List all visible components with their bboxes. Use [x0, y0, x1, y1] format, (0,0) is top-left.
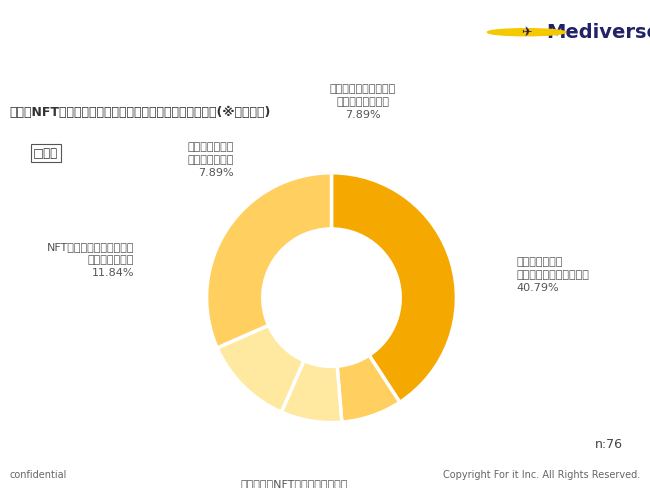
- Text: オリジナルNFTを作成するための
イラストや画力
31.58%: オリジナルNFTを作成するための イラストや画力 31.58%: [240, 479, 348, 488]
- Text: confidential: confidential: [10, 469, 67, 480]
- Text: NFT(非代替性トークン)に関するアンケート: NFT(非代替性トークン)に関するアンケート: [8, 67, 304, 87]
- Wedge shape: [332, 173, 456, 402]
- Text: 販売するまでに必要な
費用・資金の確保
7.89%: 販売するまでに必要な 費用・資金の確保 7.89%: [330, 84, 396, 120]
- Text: n:76: n:76: [595, 438, 623, 451]
- Text: アートに対する
センスや理解力
7.89%: アートに対する センスや理解力 7.89%: [188, 142, 234, 179]
- Text: □全体: □全体: [33, 147, 58, 160]
- Wedge shape: [281, 361, 342, 423]
- Wedge shape: [337, 355, 400, 422]
- Text: Mediverse: Mediverse: [546, 23, 650, 41]
- Circle shape: [488, 29, 566, 36]
- Wedge shape: [217, 325, 304, 412]
- Text: 販売するための
戦略やマーケティング力
40.79%: 販売するための 戦略やマーケティング力 40.79%: [516, 257, 590, 293]
- Text: NFTやブロックチェーンに
関する深い理解
11.84%: NFTやブロックチェーンに 関する深い理解 11.84%: [47, 242, 134, 278]
- Wedge shape: [207, 173, 332, 348]
- Text: Copyright For it Inc. All Rights Reserved.: Copyright For it Inc. All Rights Reserve…: [443, 469, 640, 480]
- Text: ✈: ✈: [521, 26, 532, 39]
- Text: 自分でNFTを作成・販売するために必要だと思うものは？(※単一回答): 自分でNFTを作成・販売するために必要だと思うものは？(※単一回答): [10, 106, 271, 119]
